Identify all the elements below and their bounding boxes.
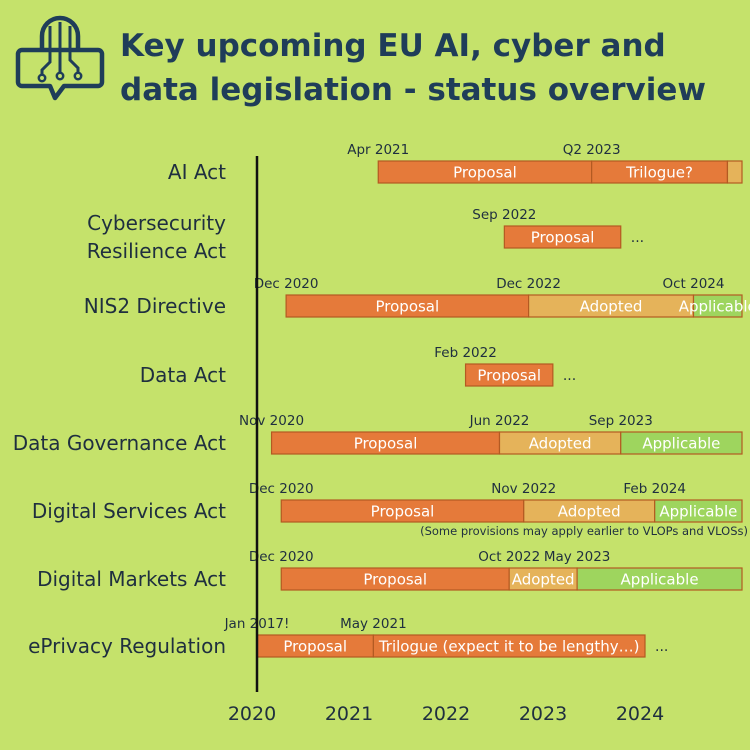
date-label: Feb 2024 — [623, 481, 686, 497]
category-label: AI Act — [168, 160, 226, 184]
segment-label: Trilogue? — [625, 164, 693, 182]
date-label: Feb 2022 — [434, 345, 497, 361]
note-label: (Some provisions may apply earlier to VL… — [420, 524, 748, 538]
date-label: May 2023 — [544, 549, 611, 565]
row-data-act: Data Act Proposal Feb 2022... — [140, 345, 576, 387]
segment-label: Proposal — [453, 164, 517, 182]
row-eprivacy-regulation: ePrivacy Regulation Proposal Trilogue (exp… — [28, 616, 668, 658]
date-label: Nov 2022 — [491, 481, 556, 497]
segment-label: Applicable — [659, 503, 737, 521]
segment-label: Adopted — [580, 298, 643, 316]
date-label: Nov 2020 — [239, 413, 304, 429]
row-cybersecurity-resilience-act: Cybersecurity Resilience Act Proposal Sep 2… — [87, 207, 644, 263]
date-label: Jun 2022 — [469, 413, 530, 429]
category-label: Data Governance Act — [13, 431, 226, 455]
date-label: Dec 2020 — [249, 549, 314, 565]
row-nis2-directive: NIS2 Directive Proposal Adopted Applicable D… — [84, 276, 750, 318]
date-label: Dec 2022 — [496, 276, 561, 292]
category-label: Digital Markets Act — [37, 567, 226, 591]
x-tick-label: 2021 — [325, 703, 373, 725]
date-label: Sep 2023 — [589, 413, 653, 429]
category-label: Digital Services Act — [32, 499, 226, 523]
segment-label: Proposal — [531, 229, 595, 247]
segment-label: Proposal — [477, 367, 541, 385]
x-tick-label: 2022 — [422, 703, 470, 725]
category-label: ePrivacy Regulation — [28, 634, 226, 658]
padlock-circuit-logo-icon — [15, 15, 105, 101]
category-label: Data Act — [140, 363, 226, 387]
date-label: Oct 2024 — [663, 276, 725, 292]
segment-label: Adopted — [558, 503, 621, 521]
row-ai-act: AI Act Proposal Trilogue? Apr 2021 Q2 2023 — [168, 142, 743, 184]
segment-label: Applicable — [642, 435, 720, 453]
segment-applicable — [654, 499, 743, 523]
page-title: Key upcoming EU AI, cyber and data legis… — [120, 28, 707, 108]
row-data-governance-act: Data Governance Act Proposal Adopted Applic… — [13, 413, 743, 455]
segment-trilogue — [372, 634, 646, 658]
continuation-ellipsis: ... — [563, 368, 576, 384]
date-label: Apr 2021 — [347, 142, 409, 158]
row-digital-markets-act: Digital Markets Act Proposal Adopted Applic… — [37, 549, 743, 591]
segment-label: Adopted — [529, 435, 592, 453]
date-label: May 2021 — [340, 616, 407, 632]
segment-proposal — [503, 225, 622, 249]
segment-label: Proposal — [371, 503, 435, 521]
segment-applicable — [692, 294, 743, 318]
category-label: Resilience Act — [87, 239, 226, 263]
segment-label: Applicable — [679, 298, 750, 316]
segment-label: Proposal — [363, 571, 427, 589]
segment-label: Adopted — [512, 571, 575, 589]
date-label: Dec 2020 — [254, 276, 319, 292]
category-label: Cybersecurity — [87, 211, 226, 235]
segment-label: Proposal — [354, 435, 418, 453]
row-digital-services-act: Digital Services Act Proposal Adopted Appli… — [32, 481, 748, 538]
segment-applicable — [576, 567, 743, 591]
date-label: Dec 2020 — [249, 481, 314, 497]
segment-label: Trilogue (expect it to be lengthy…) — [378, 638, 640, 656]
segment-label: Proposal — [283, 638, 347, 656]
segment-proposal — [464, 363, 554, 387]
continuation-ellipsis: ... — [631, 230, 644, 246]
x-tick-label: 2023 — [519, 703, 567, 725]
x-tick-label: 2024 — [616, 703, 664, 725]
date-label: Sep 2022 — [472, 207, 536, 223]
date-label: Oct 2022 — [478, 549, 540, 565]
segment-label: Applicable — [621, 571, 699, 589]
continuation-ellipsis: ... — [655, 639, 668, 655]
segment-label: Proposal — [376, 298, 440, 316]
date-label: Q2 2023 — [563, 142, 621, 158]
segment-adopted — [726, 160, 743, 184]
segment-applicable — [620, 431, 743, 455]
x-tick-label: 2020 — [228, 703, 276, 725]
category-label: NIS2 Directive — [84, 294, 226, 318]
